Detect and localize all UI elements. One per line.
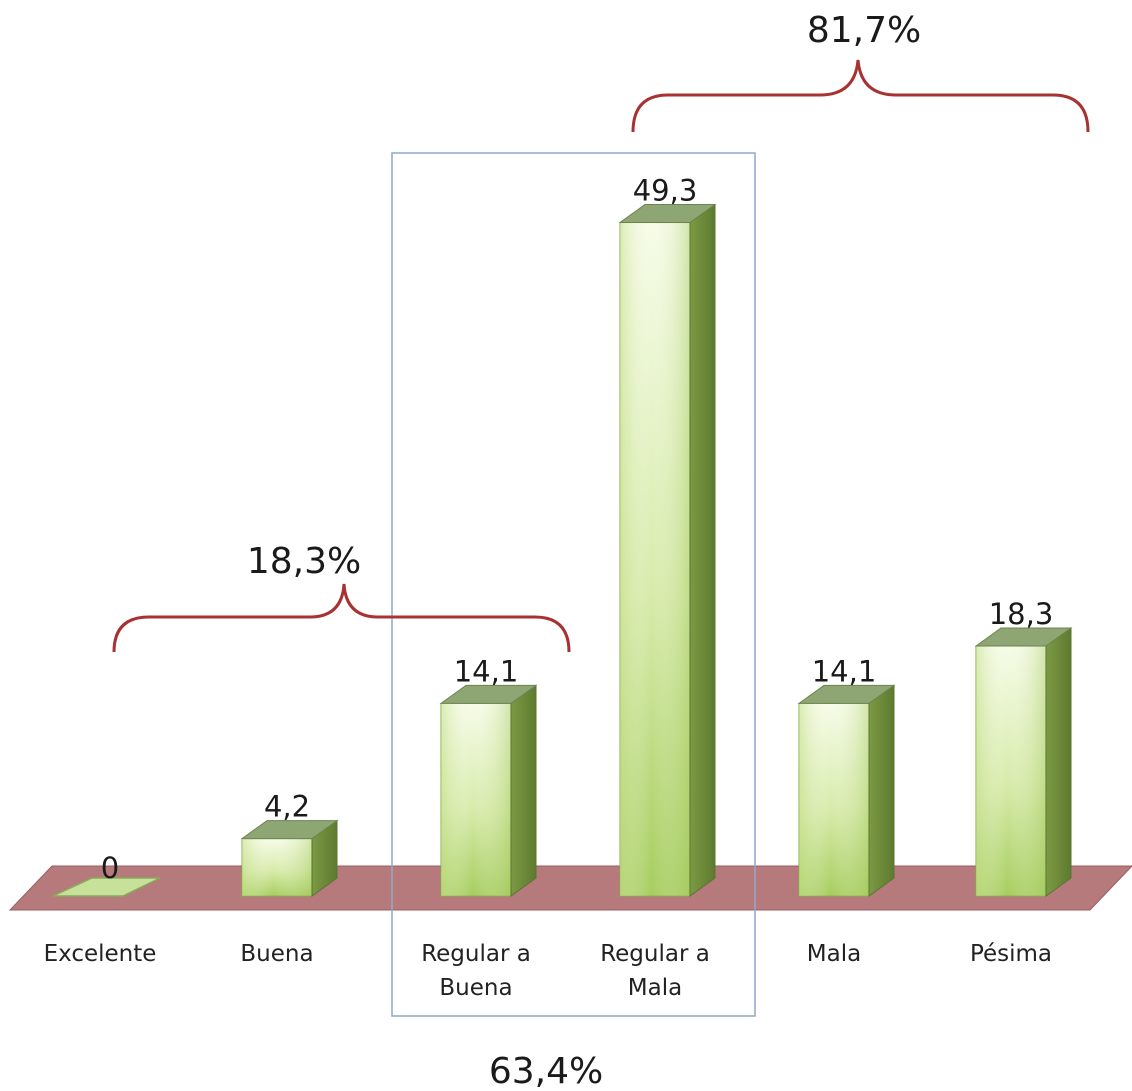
value-label-excelente: 0 (101, 851, 119, 885)
bar-top-mala (797, 684, 896, 704)
highlight-box (391, 152, 756, 1017)
left-bracket-label: 18,3% (247, 541, 361, 582)
bar-front-shade-buena (242, 838, 312, 896)
left-bracket (112, 583, 571, 653)
category-label-mala: Mala (807, 941, 861, 967)
value-labels-group: 0 4,2 14,1 49,3 14,1 18,3 (101, 174, 1054, 885)
bar-regular-a-mala (618, 203, 717, 897)
value-label-regular-a-buena: 14,1 (454, 654, 519, 688)
chart-floor (8, 865, 1132, 911)
bar-buena (240, 819, 339, 897)
value-label-regular-a-mala: 49,3 (633, 174, 698, 208)
bar-front-shade-pesima (976, 646, 1046, 896)
value-label-pesima: 18,3 (989, 597, 1054, 631)
category-label-buena: Buena (240, 941, 313, 967)
bar-front-shade-mala (799, 703, 869, 896)
category-label-excelente: Excelente (44, 941, 157, 967)
box-label: 63,4% (489, 1051, 603, 1091)
bar-side-regular-a-mala (689, 203, 716, 897)
category-label-regular-a-mala-line2: Mala (628, 975, 682, 1001)
bars-group (52, 203, 1073, 897)
category-label-regular-a-mala-line1: Regular a (600, 941, 710, 967)
bar-top-regular-a-buena (439, 684, 538, 704)
bar-top-buena (240, 820, 339, 840)
bar-pesima (974, 627, 1073, 897)
bar-side-pesima (1045, 627, 1072, 897)
value-label-buena: 4,2 (264, 790, 310, 824)
value-label-mala: 14,1 (812, 654, 877, 688)
bar-side-mala (868, 684, 895, 897)
bar-flat-excelente (52, 877, 161, 897)
top-bracket (631, 59, 1090, 133)
bar-mala (797, 684, 896, 897)
bar-side-regular-a-buena (510, 684, 537, 897)
bar-front-shade-regular-a-mala (620, 222, 690, 896)
bar-excelente (52, 877, 161, 897)
category-label-regular-a-buena-line2: Buena (439, 975, 512, 1001)
category-label-pesima: Pésima (970, 941, 1052, 967)
bar-front-shade-regular-a-buena (441, 703, 511, 896)
bar-regular-a-buena (439, 684, 538, 897)
bar-top-pesima (974, 627, 1073, 647)
bar-top-regular-a-mala (618, 204, 717, 224)
category-labels-group: Excelente Buena Regular a Buena Regular a Mal… (44, 941, 1052, 1001)
category-label-regular-a-buena-line1: Regular a (421, 941, 531, 967)
top-bracket-label: 81,7% (807, 10, 921, 51)
